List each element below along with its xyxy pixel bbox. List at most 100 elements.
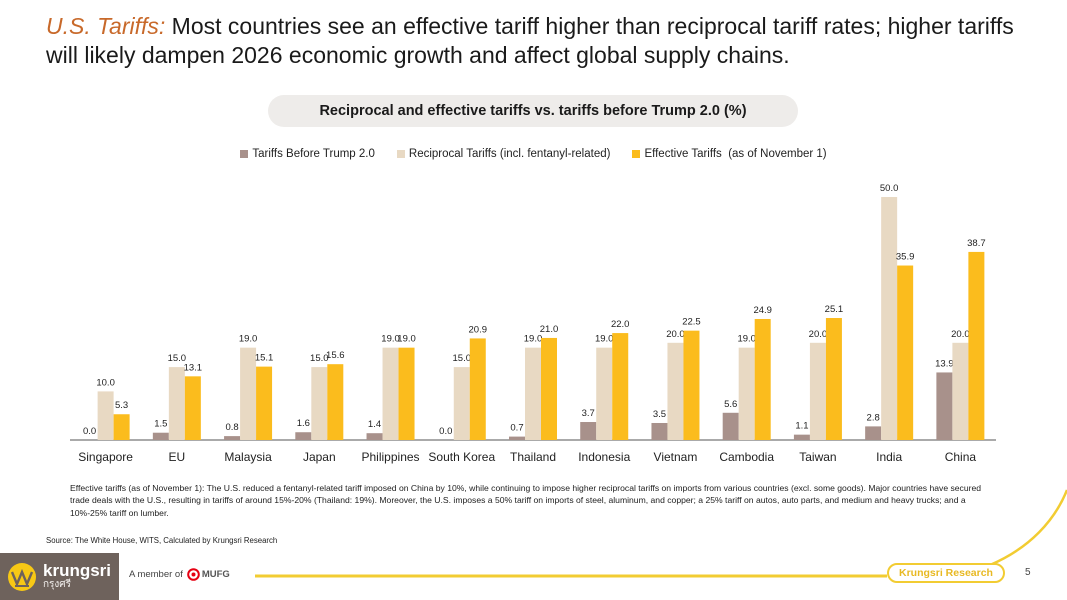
data-label: 15.1	[255, 353, 274, 364]
data-label: 19.0	[595, 334, 614, 345]
data-label: 5.3	[115, 400, 128, 411]
data-label: 0.7	[510, 423, 523, 434]
chart-legend: Tariffs Before Trump 2.0 Reciprocal Tari…	[0, 148, 1067, 160]
legend-item-effective: Effective Tariffs (as of November 1)	[632, 148, 827, 160]
page-title-accent: U.S. Tariffs:	[46, 13, 166, 39]
data-label: 0.8	[225, 422, 238, 433]
data-label: 25.1	[825, 304, 844, 315]
data-label: 3.7	[582, 408, 595, 419]
bar-1-taiwan	[809, 342, 826, 440]
x-tick-label: Philippines	[362, 450, 420, 464]
data-label: 10.0	[96, 377, 115, 388]
x-tick-label: Taiwan	[799, 450, 836, 464]
data-label: 22.5	[682, 317, 701, 328]
krungsri-research-badge: Krungsri Research	[887, 563, 1005, 583]
data-label: 15.0	[453, 353, 472, 364]
logo-text-en: krungsri	[43, 561, 112, 580]
data-label: 1.5	[154, 419, 167, 430]
legend-label: Effective Tariffs (as of November 1)	[644, 148, 827, 160]
data-label: 38.7	[967, 238, 986, 249]
legend-swatch	[632, 150, 641, 158]
bar-2-cambodia	[754, 318, 771, 440]
bar-2-singapore	[113, 414, 130, 440]
data-label: 50.0	[880, 183, 899, 194]
data-label: 19.0	[737, 334, 756, 345]
x-tick-label: Vietnam	[654, 450, 698, 464]
data-label: 2.8	[867, 412, 880, 423]
bar-1-thailand	[525, 347, 541, 440]
data-label: 0.0	[83, 426, 96, 437]
bar-1-cambodia	[738, 347, 755, 440]
data-label: 13.1	[184, 362, 203, 373]
bar-1-india	[881, 197, 898, 440]
chart-footnote: Effective tariffs (as of November 1): Th…	[70, 483, 982, 518]
bar-2-india	[897, 265, 914, 440]
x-tick-label: EU	[169, 450, 186, 464]
bar-2-malaysia	[256, 366, 273, 440]
bar-0-malaysia	[224, 436, 241, 440]
bar-2-indonesia	[612, 333, 629, 440]
data-label: 1.4	[368, 419, 381, 430]
bar-0-eu	[152, 432, 169, 440]
legend-swatch	[396, 150, 405, 158]
bar-1-malaysia	[240, 347, 257, 440]
bar-0-cambodia	[722, 412, 739, 440]
member-of-label: A member of	[129, 569, 183, 580]
legend-item-reciprocal: Reciprocal Tariffs (incl. fentanyl-relat…	[396, 148, 611, 160]
x-tick-label: India	[876, 450, 902, 464]
bar-1-japan	[311, 367, 328, 440]
data-label: 35.9	[896, 252, 915, 263]
bar-2-china	[968, 251, 985, 440]
legend-item-before: Tariffs Before Trump 2.0	[240, 148, 375, 160]
data-label: 0.0	[439, 426, 452, 437]
bar-2-south-korea	[469, 338, 486, 440]
bar-1-vietnam	[667, 342, 684, 440]
data-label: 19.0	[239, 334, 258, 345]
mufg-logo: MUFG	[187, 568, 230, 581]
data-label: 13.9	[935, 358, 954, 369]
data-label: 22.0	[611, 319, 630, 330]
bar-1-indonesia	[596, 347, 613, 440]
bar-0-philippines	[366, 433, 383, 440]
data-label: 24.9	[753, 305, 772, 316]
bar-0-china	[936, 372, 953, 440]
data-label: 3.5	[653, 409, 666, 420]
krungsri-emblem-icon	[8, 562, 36, 591]
data-label: 21.0	[540, 324, 559, 335]
bar-1-south-korea	[453, 367, 470, 440]
page-title-text: Most countries see an effective tariff h…	[46, 13, 1014, 68]
x-tick-label: Thailand	[510, 450, 556, 464]
data-label: 15.0	[168, 353, 187, 364]
bar-2-philippines	[398, 347, 415, 440]
x-tick-label: Japan	[303, 450, 336, 464]
legend-swatch	[240, 150, 249, 158]
member-of: A member of MUFG	[129, 568, 230, 581]
page-number: 5	[1025, 567, 1031, 578]
data-label: 20.0	[666, 329, 685, 340]
bar-1-philippines	[382, 347, 399, 440]
bar-0-thailand	[509, 436, 525, 440]
data-label: 19.0	[397, 334, 416, 345]
data-label: 1.6	[297, 418, 310, 429]
bar-1-eu	[168, 367, 185, 440]
bar-0-taiwan	[793, 434, 810, 440]
legend-label: Tariffs Before Trump 2.0	[252, 148, 375, 160]
data-label: 15.0	[310, 353, 329, 364]
mufg-text: MUFG	[201, 569, 230, 580]
bar-0-india	[865, 426, 882, 440]
x-tick-label: China	[945, 450, 977, 464]
data-label: 20.0	[809, 329, 828, 340]
x-tick-label: Cambodia	[719, 450, 774, 464]
bar-2-vietnam	[683, 330, 700, 440]
page-title: U.S. Tariffs: Most countries see an effe…	[46, 12, 1046, 70]
bar-0-japan	[295, 432, 312, 440]
bar-2-eu	[184, 376, 201, 440]
bar-0-vietnam	[651, 422, 668, 440]
x-tick-label: Indonesia	[578, 450, 630, 464]
legend-label: Reciprocal Tariffs (incl. fentanyl-relat…	[408, 148, 611, 160]
bar-2-japan	[327, 364, 344, 440]
data-label: 19.0	[524, 334, 543, 345]
data-label: 1.1	[795, 421, 808, 432]
x-tick-label: Malaysia	[224, 450, 272, 464]
krungsri-logo: krungsri กรุงศรี	[0, 553, 119, 600]
